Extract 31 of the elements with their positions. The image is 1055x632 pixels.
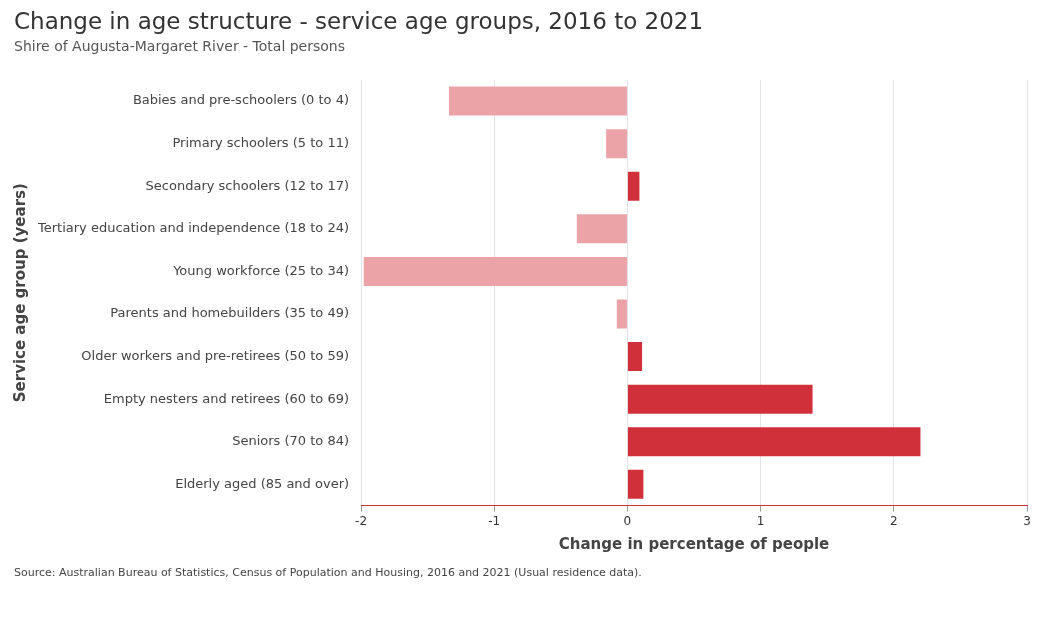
bar [627, 171, 640, 201]
chart-title: Change in age structure - service age groups, 2016 to 2021 [14, 8, 705, 34]
y-tick-label: Secondary schoolers (12 to 17) [145, 177, 350, 193]
x-tick-label: 3 [1023, 513, 1031, 528]
bar [576, 214, 627, 244]
bar [606, 129, 627, 159]
y-tick-label: Elderly aged (85 and over) [175, 475, 350, 491]
bar [627, 469, 644, 499]
y-tick-label: Primary schoolers (5 to 11) [172, 135, 350, 151]
bar [627, 427, 921, 457]
y-tick-label: Babies and pre-schoolers (0 to 4) [132, 92, 350, 108]
bar [616, 299, 627, 329]
y-tick-label: Parents and homebuilders (35 to 49) [110, 305, 350, 321]
bar [627, 342, 643, 372]
y-tick-label: Seniors (70 to 84) [232, 433, 350, 449]
text: Shire of Augusta-Margaret River - Total persons [14, 38, 347, 54]
bar [363, 256, 627, 286]
bar [627, 384, 813, 414]
x-tick-label: 1 [756, 513, 765, 528]
x-axis-title: Change in percentage of people [558, 534, 830, 553]
y-axis-title: Service age group (years) [10, 183, 29, 403]
source-note: Source: Australian Bureau of Statistics, Census of Population and Housing, 2016 and 2021 (Usual residence data). [14, 566, 643, 579]
x-tick-label: -1 [488, 513, 501, 528]
y-tick-label: Tertiary education and independence (18 to 24) [36, 220, 350, 236]
y-tick-label: Older workers and pre-retirees (50 to 59) [81, 347, 350, 363]
y-tick-label: Empty nesters and retirees (60 to 69) [103, 390, 350, 406]
x-tick-label: -2 [355, 513, 368, 528]
bar [448, 86, 627, 116]
x-tick-label: 2 [889, 513, 898, 528]
x-tick-label: 0 [623, 513, 632, 528]
y-tick-label: Young workforce (25 to 34) [172, 262, 350, 278]
